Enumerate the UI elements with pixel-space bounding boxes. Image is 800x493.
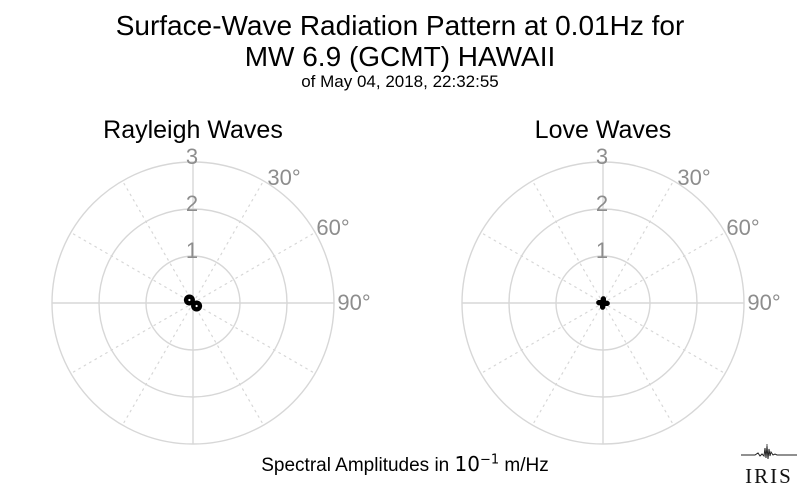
seismogram-icon xyxy=(741,444,797,460)
caption-prefix: Spectral Amplitudes in xyxy=(261,455,455,476)
figure-subtitle: of May 04, 2018, 22:32:55 xyxy=(301,72,499,91)
rayleigh-plot-title: Rayleigh Waves xyxy=(103,116,283,144)
svg-text:60°: 60° xyxy=(316,215,349,240)
iris-logo: IRIS xyxy=(740,444,798,488)
svg-text:1: 1 xyxy=(596,238,608,263)
caption-exponent: −1 xyxy=(479,452,500,468)
amplitude-caption: Spectral Amplitudes in 10−1 m/Hz xyxy=(5,452,800,477)
svg-text:30°: 30° xyxy=(677,165,710,190)
svg-text:60°: 60° xyxy=(726,215,759,240)
svg-text:2: 2 xyxy=(186,191,198,216)
figure-title-line1: Surface-Wave Radiation Pattern at 0.01Hz… xyxy=(115,10,685,41)
caption-base: 10 xyxy=(454,452,480,476)
svg-text:3: 3 xyxy=(186,144,198,169)
svg-text:90°: 90° xyxy=(337,290,370,315)
caption-suffix: m/Hz xyxy=(499,455,549,476)
figure-title-line2: MW 6.9 (GCMT) HAWAII xyxy=(244,41,556,72)
rayleigh-polar-plot: 1 2 3 30° 60° 90° xyxy=(51,144,371,445)
svg-text:2: 2 xyxy=(596,191,608,216)
svg-text:90°: 90° xyxy=(747,290,780,315)
iris-logo-text: IRIS xyxy=(745,464,793,488)
svg-text:1: 1 xyxy=(186,238,198,263)
caption-math: 10−1 xyxy=(455,452,500,476)
love-polar-plot: 1 2 3 30° 60° 90° xyxy=(461,144,781,445)
svg-text:3: 3 xyxy=(596,144,608,169)
svg-text:30°: 30° xyxy=(267,165,300,190)
love-plot-title: Love Waves xyxy=(534,116,672,144)
